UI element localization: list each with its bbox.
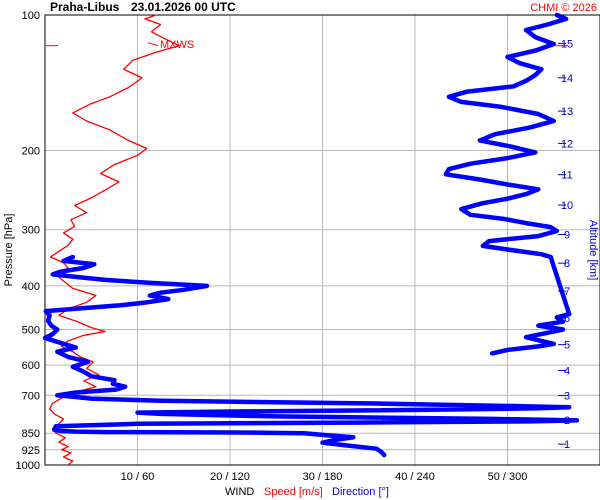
altitude-tick-label: 9 (564, 230, 570, 242)
altitude-axis-title: Altitude [km] (587, 220, 599, 281)
pressure-tick-label: 200 (22, 145, 40, 157)
altitude-tick-label: 14 (561, 73, 573, 85)
altitude-tick-label: 6 (564, 313, 570, 325)
mxws-annotation: MXWS (160, 39, 194, 51)
wind-tick-label: 10 / 60 (121, 471, 155, 483)
altitude-tick-label: 12 (561, 138, 573, 150)
datetime-title: 23.01.2026 00 UTC (131, 0, 236, 14)
wind-tick-label: 40 / 240 (395, 471, 435, 483)
direction-series-line-1 (42, 254, 580, 458)
speed-series-line (48, 14, 180, 466)
pressure-tick-label: 850 (22, 428, 40, 440)
altitude-tick-label: 10 (561, 200, 573, 212)
plot-frame (44, 14, 600, 466)
legend-wind: WIND (225, 486, 254, 498)
pressure-tick-label: 300 (22, 225, 40, 237)
pressure-axis-title: Pressure [hPa] (3, 214, 15, 287)
credit-label: CHMI © 2026 (530, 2, 597, 14)
pressure-tick-label: 600 (22, 360, 40, 372)
mxws-pointer (147, 42, 159, 47)
altitude-tick-label: 1 (564, 439, 570, 451)
series-layer (42, 12, 580, 466)
wind-tick-label: 20 / 120 (210, 471, 250, 483)
altitude-tick-label: 2 (564, 415, 570, 427)
pressure-tick-label: 925 (22, 445, 40, 457)
pressure-tick-label: 1000 (16, 460, 40, 472)
station-title: Praha-Libus (50, 0, 120, 14)
pressure-tick-label: 700 (22, 390, 40, 402)
direction-series-line-2 (443, 12, 572, 356)
altitude-tick-label: 8 (564, 258, 570, 270)
grid-lines (45, 15, 600, 465)
altitude-tick-label: 3 (564, 391, 570, 403)
wind-tick-label: 50 / 300 (488, 471, 528, 483)
legend-speed: Speed [m/s] (264, 486, 323, 498)
wind-tick-label: 30 / 180 (303, 471, 343, 483)
pressure-tick-label: 100 (22, 10, 40, 22)
altitude-tick-label: 13 (561, 106, 573, 118)
altitude-tick-label: 5 (564, 340, 570, 352)
pressure-tick-label: 400 (22, 281, 40, 293)
altitude-tick-label: 7 (564, 286, 570, 298)
pressure-tick-label: 500 (22, 325, 40, 337)
legend-direction: Direction [°] (332, 486, 389, 498)
altitude-tick-label: 4 (564, 365, 570, 377)
altitude-tick-label: 11 (561, 170, 572, 182)
altitude-tick-label: 15 (561, 38, 573, 50)
